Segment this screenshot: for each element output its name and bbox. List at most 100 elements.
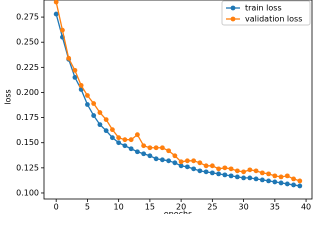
series-point bbox=[297, 183, 303, 189]
series-point bbox=[172, 160, 178, 166]
series-point bbox=[159, 145, 165, 151]
series-point bbox=[216, 166, 222, 172]
plot-frame bbox=[43, 0, 313, 200]
series-point bbox=[197, 168, 203, 174]
y-tick-label: 0.250 bbox=[16, 38, 39, 47]
series-point bbox=[278, 174, 284, 180]
y-tick-label: 0.100 bbox=[16, 188, 39, 197]
x-tick-label: 5 bbox=[85, 203, 90, 212]
series-point bbox=[166, 148, 172, 154]
series-point bbox=[128, 137, 134, 143]
series-point bbox=[234, 174, 240, 180]
series-point bbox=[178, 159, 184, 165]
series-point bbox=[66, 55, 72, 61]
y-tick-label: 0.175 bbox=[16, 113, 39, 122]
series-point bbox=[53, 11, 59, 17]
series-point bbox=[297, 178, 303, 184]
series-point bbox=[259, 177, 265, 183]
series-point bbox=[103, 128, 109, 134]
series-point bbox=[110, 127, 115, 133]
series-line bbox=[55, 1, 301, 182]
series-point bbox=[222, 165, 228, 171]
series-point bbox=[91, 113, 97, 118]
series-point bbox=[128, 146, 134, 152]
x-tick-label: 0 bbox=[54, 203, 59, 212]
y-tick-label: 0.200 bbox=[16, 88, 39, 97]
series-point bbox=[72, 67, 78, 73]
legend-marker bbox=[230, 16, 236, 22]
series-point bbox=[178, 163, 184, 169]
series-point bbox=[272, 179, 278, 185]
chart: loss epochs 0.100 0.125 0.150 0.175 0.200 0.2… bbox=[4, 0, 313, 215]
series-point bbox=[203, 169, 209, 175]
series-point bbox=[191, 158, 197, 164]
series-point bbox=[234, 168, 240, 174]
series-point bbox=[259, 170, 265, 176]
series-point bbox=[153, 145, 159, 151]
series-point bbox=[284, 181, 290, 187]
series-point bbox=[147, 145, 153, 151]
x-tick-label: 35 bbox=[270, 203, 280, 212]
series-point bbox=[103, 117, 109, 123]
y-axis-label: loss bbox=[4, 89, 13, 104]
series-point bbox=[272, 173, 278, 179]
series-point bbox=[147, 153, 153, 159]
x-tick-label: 25 bbox=[207, 203, 217, 212]
series-point bbox=[116, 140, 122, 146]
series-point bbox=[184, 158, 190, 164]
series-point bbox=[241, 175, 246, 181]
series-point bbox=[209, 163, 215, 169]
series-point bbox=[166, 158, 172, 164]
series-point bbox=[228, 173, 234, 179]
series-point bbox=[110, 135, 115, 141]
series-point bbox=[53, 0, 59, 5]
series-point bbox=[222, 172, 228, 178]
series-point bbox=[97, 122, 103, 128]
series-point bbox=[78, 83, 84, 88]
series-point bbox=[291, 182, 296, 188]
series-point bbox=[203, 163, 209, 169]
series-point bbox=[153, 156, 159, 162]
series-point bbox=[159, 157, 165, 163]
series-point bbox=[122, 137, 128, 143]
legend-marker bbox=[230, 5, 236, 11]
series-point bbox=[85, 93, 90, 98]
series-point bbox=[228, 166, 234, 172]
legend-label: train loss bbox=[245, 4, 282, 13]
x-tick-label: 20 bbox=[176, 203, 186, 212]
series-point bbox=[266, 178, 271, 184]
series-point bbox=[241, 169, 246, 175]
series-point bbox=[134, 149, 140, 155]
series-point bbox=[91, 101, 97, 106]
x-tick-label: 15 bbox=[145, 203, 155, 212]
y-tick-label: 0.225 bbox=[16, 63, 39, 72]
series-point bbox=[266, 171, 271, 177]
series-point bbox=[216, 171, 222, 177]
series-point bbox=[278, 180, 284, 186]
series-point bbox=[184, 164, 190, 170]
y-tick-label: 0.125 bbox=[16, 163, 39, 172]
series-point bbox=[97, 110, 103, 115]
series-point bbox=[72, 74, 78, 80]
series-point bbox=[247, 167, 253, 173]
legend-label: validation loss bbox=[245, 15, 302, 24]
series-point bbox=[172, 153, 178, 159]
series-point bbox=[141, 151, 147, 157]
series-point bbox=[253, 176, 259, 182]
series-point bbox=[284, 173, 290, 179]
y-tick-label: 0.150 bbox=[16, 138, 39, 147]
series-line bbox=[55, 13, 300, 187]
series-point bbox=[85, 102, 90, 107]
series-point bbox=[122, 143, 128, 149]
y-tick-label: 0.275 bbox=[16, 13, 39, 22]
series-point bbox=[60, 27, 65, 33]
series-point bbox=[197, 160, 203, 166]
series-point bbox=[191, 166, 197, 172]
series-point bbox=[209, 170, 215, 176]
x-tick-label: 30 bbox=[239, 203, 249, 212]
x-tick-label: 40 bbox=[301, 203, 311, 212]
series-point bbox=[253, 168, 259, 174]
x-axis-label: epochs bbox=[164, 210, 193, 215]
series-point bbox=[141, 143, 147, 149]
legend-box bbox=[221, 0, 311, 26]
